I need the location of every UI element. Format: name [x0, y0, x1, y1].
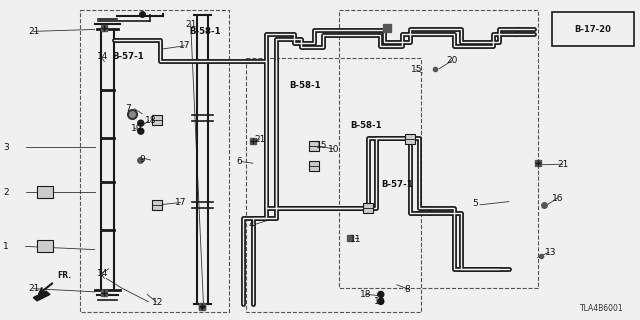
Text: TLA4B6001: TLA4B6001 — [580, 304, 624, 313]
Circle shape — [138, 120, 144, 126]
Text: 18: 18 — [145, 116, 156, 125]
Bar — [152, 115, 162, 125]
Text: 15: 15 — [316, 141, 328, 150]
Text: B-17-20: B-17-20 — [574, 25, 611, 34]
Text: 21: 21 — [28, 284, 40, 293]
Bar — [363, 203, 373, 213]
Text: 21: 21 — [28, 27, 40, 36]
Bar — [152, 200, 162, 210]
Text: 7: 7 — [125, 104, 131, 113]
Text: 18: 18 — [360, 290, 372, 299]
Circle shape — [378, 292, 384, 297]
Text: 15: 15 — [411, 65, 422, 74]
Circle shape — [138, 128, 144, 134]
Text: B-57-1: B-57-1 — [112, 52, 144, 61]
Text: 17: 17 — [175, 198, 187, 207]
Text: 4: 4 — [248, 220, 254, 228]
Text: 21: 21 — [186, 20, 197, 28]
Text: 19: 19 — [131, 124, 142, 132]
Bar — [404, 134, 415, 144]
Bar — [308, 161, 319, 172]
Bar — [246, 58, 421, 312]
FancyBboxPatch shape — [37, 240, 53, 252]
Text: B-58-1: B-58-1 — [189, 27, 221, 36]
Bar — [552, 12, 634, 46]
Text: 17: 17 — [179, 41, 191, 50]
Bar — [339, 10, 538, 288]
Text: B-58-1: B-58-1 — [289, 81, 321, 90]
Text: 16: 16 — [552, 194, 563, 203]
Text: 14: 14 — [97, 269, 109, 278]
Text: 5: 5 — [472, 199, 478, 208]
Text: 9: 9 — [140, 155, 145, 164]
Text: 6: 6 — [237, 157, 243, 166]
Text: 10: 10 — [328, 145, 339, 154]
Text: B-58-1: B-58-1 — [351, 121, 382, 130]
Text: 13: 13 — [545, 248, 557, 257]
Text: 8: 8 — [404, 285, 410, 294]
Circle shape — [378, 299, 384, 304]
Text: 14: 14 — [97, 52, 109, 61]
FancyBboxPatch shape — [37, 186, 53, 198]
Polygon shape — [33, 291, 50, 301]
Bar — [80, 10, 229, 312]
Text: 20: 20 — [447, 56, 458, 65]
Text: 1: 1 — [3, 242, 9, 251]
Text: 21: 21 — [254, 135, 266, 144]
Text: 19: 19 — [374, 297, 386, 306]
Text: 3: 3 — [3, 143, 9, 152]
Bar — [308, 140, 319, 151]
Text: 11: 11 — [350, 235, 362, 244]
Text: B-57-1: B-57-1 — [381, 180, 413, 189]
Text: FR.: FR. — [58, 271, 72, 280]
Text: 21: 21 — [557, 160, 569, 169]
Text: 2: 2 — [3, 188, 9, 196]
Text: 12: 12 — [152, 298, 163, 307]
